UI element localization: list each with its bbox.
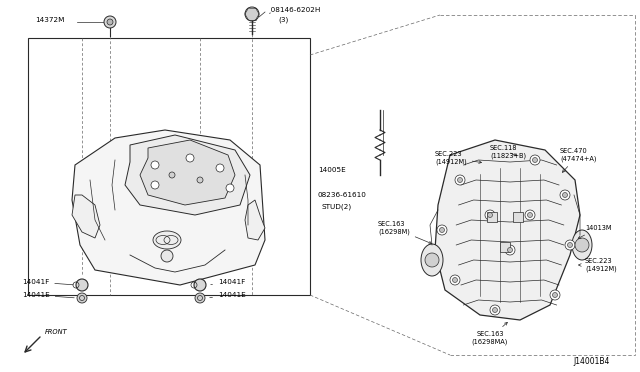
Circle shape [77, 293, 87, 303]
Circle shape [575, 238, 589, 252]
Text: 08236-61610: 08236-61610 [318, 192, 367, 198]
Ellipse shape [572, 230, 592, 260]
Circle shape [245, 7, 259, 21]
Circle shape [194, 279, 206, 291]
Circle shape [151, 181, 159, 189]
Text: SEC.223
(14912M): SEC.223 (14912M) [435, 151, 481, 165]
Circle shape [216, 164, 224, 172]
Circle shape [197, 177, 203, 183]
Text: ¸08146-6202H: ¸08146-6202H [268, 7, 321, 13]
Circle shape [488, 212, 493, 218]
Circle shape [195, 293, 205, 303]
Circle shape [560, 190, 570, 200]
Circle shape [490, 305, 500, 315]
Text: SEC.163
(16298MA): SEC.163 (16298MA) [472, 323, 508, 345]
Circle shape [186, 154, 194, 162]
Circle shape [505, 245, 515, 255]
Circle shape [226, 184, 234, 192]
Ellipse shape [421, 244, 443, 276]
Circle shape [563, 192, 568, 198]
Text: J14001B4: J14001B4 [573, 357, 610, 366]
Circle shape [169, 172, 175, 178]
Circle shape [455, 175, 465, 185]
Polygon shape [435, 140, 580, 320]
Polygon shape [140, 140, 235, 205]
Circle shape [425, 253, 439, 267]
Bar [513, 212, 523, 222]
Circle shape [151, 161, 159, 169]
Polygon shape [125, 135, 250, 215]
Circle shape [550, 290, 560, 300]
Circle shape [568, 243, 573, 247]
Text: FRONT: FRONT [45, 329, 68, 335]
Text: SEC.163
(16298M): SEC.163 (16298M) [378, 221, 432, 244]
Text: 14041F: 14041F [22, 279, 73, 285]
Circle shape [437, 225, 447, 235]
Bar [28, 38, 310, 295]
Text: 14372M: 14372M [35, 17, 65, 23]
Bar [500, 242, 510, 252]
Circle shape [458, 177, 463, 183]
Polygon shape [245, 200, 265, 240]
Polygon shape [72, 195, 100, 238]
Circle shape [527, 212, 532, 218]
Circle shape [485, 210, 495, 220]
Text: 14013M: 14013M [578, 225, 611, 238]
Text: 14041E: 14041E [22, 292, 74, 298]
Text: STUD(2): STUD(2) [322, 204, 352, 210]
Circle shape [552, 292, 557, 298]
Ellipse shape [153, 231, 181, 249]
Text: SEC.470
(47474+A): SEC.470 (47474+A) [560, 148, 596, 172]
Circle shape [450, 275, 460, 285]
Circle shape [161, 250, 173, 262]
Circle shape [530, 155, 540, 165]
Circle shape [76, 279, 88, 291]
Circle shape [452, 278, 458, 282]
Circle shape [107, 19, 113, 25]
Text: SEC.223
(14912M): SEC.223 (14912M) [579, 258, 617, 272]
Text: 14005E: 14005E [318, 167, 346, 173]
Polygon shape [72, 130, 265, 285]
Text: (3): (3) [278, 17, 288, 23]
Circle shape [508, 247, 513, 253]
Circle shape [565, 240, 575, 250]
Circle shape [104, 16, 116, 28]
Circle shape [525, 210, 535, 220]
Text: SEC.118
(11823+B): SEC.118 (11823+B) [490, 145, 526, 159]
Text: 14041E: 14041E [210, 292, 246, 298]
Text: 14041F: 14041F [211, 279, 245, 285]
Bar [487, 212, 497, 222]
Circle shape [532, 157, 538, 163]
Circle shape [440, 228, 445, 232]
Circle shape [493, 308, 497, 312]
